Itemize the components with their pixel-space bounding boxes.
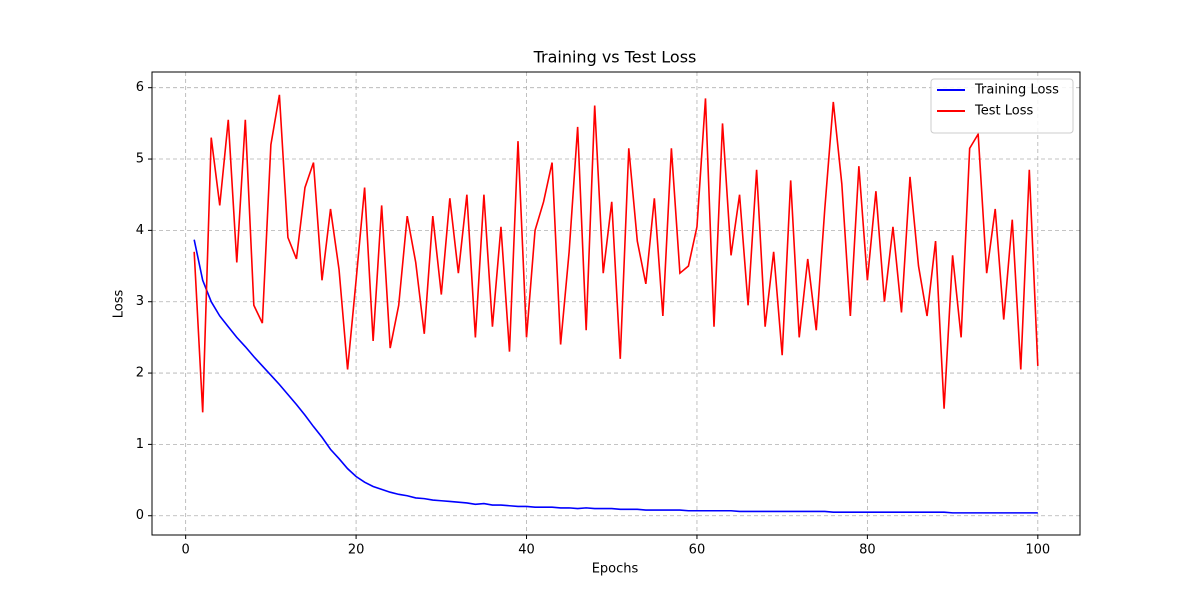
x-tick-label: 60	[689, 543, 706, 558]
plot-frame	[151, 71, 1081, 536]
y-axis-label: Loss	[112, 290, 127, 319]
series-line	[193, 239, 1038, 514]
y-tick-label: 6	[136, 80, 144, 95]
legend-label: Training Loss	[974, 83, 1059, 98]
y-tick-label: 5	[136, 152, 144, 167]
y-tick-label: 2	[136, 366, 144, 381]
y-tick-label: 0	[136, 508, 144, 523]
chart-title: Training vs Test Loss	[533, 48, 697, 67]
series-line	[193, 94, 1039, 413]
x-tick-label: 80	[859, 543, 876, 558]
x-tick-label: 0	[182, 543, 190, 558]
y-tick-label: 1	[136, 437, 144, 452]
legend-box	[930, 78, 1074, 134]
legend: Training Loss Test Loss	[930, 78, 1074, 134]
x-tick-label: 40	[518, 543, 535, 558]
legend-label: Test Loss	[974, 104, 1033, 119]
y-tick-label: 3	[136, 294, 144, 309]
x-axis-label: Epochs	[592, 562, 639, 577]
y-tick-label: 4	[136, 223, 144, 238]
x-tick-label: 100	[1025, 543, 1050, 558]
x-tick-label: 20	[348, 543, 365, 558]
